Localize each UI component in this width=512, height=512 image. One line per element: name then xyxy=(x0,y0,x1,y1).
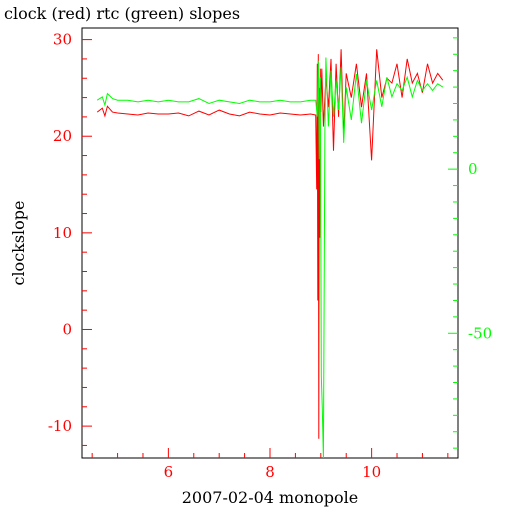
right-y-axis-ticks: -50 0 xyxy=(448,37,492,449)
series-line-clock xyxy=(96,49,444,439)
right-y-tick-label: -50 xyxy=(468,324,492,342)
x-axis-ticks: 6 8 10 xyxy=(91,448,449,481)
left-y-tick-label: -10 xyxy=(48,417,72,435)
left-y-tick-label: 10 xyxy=(53,224,72,242)
x-tick-label: 8 xyxy=(265,463,275,481)
left-y-tick-label: 20 xyxy=(53,127,72,145)
x-tick-label: 10 xyxy=(362,463,381,481)
chart-title: clock (red) rtc (green) slopes xyxy=(4,4,240,23)
series-layer xyxy=(96,49,444,459)
x-tick-label: 6 xyxy=(164,463,174,481)
y-axis-label: clockslope xyxy=(9,200,28,285)
left-y-axis-ticks: -10 0 10 20 30 xyxy=(48,31,92,446)
right-y-tick-label: 0 xyxy=(468,160,478,178)
x-axis-label: 2007-02-04 monopole xyxy=(182,488,359,507)
left-y-tick-label: 0 xyxy=(62,320,72,338)
series-line-rtc xyxy=(96,57,444,459)
left-y-tick-label: 30 xyxy=(53,31,72,49)
